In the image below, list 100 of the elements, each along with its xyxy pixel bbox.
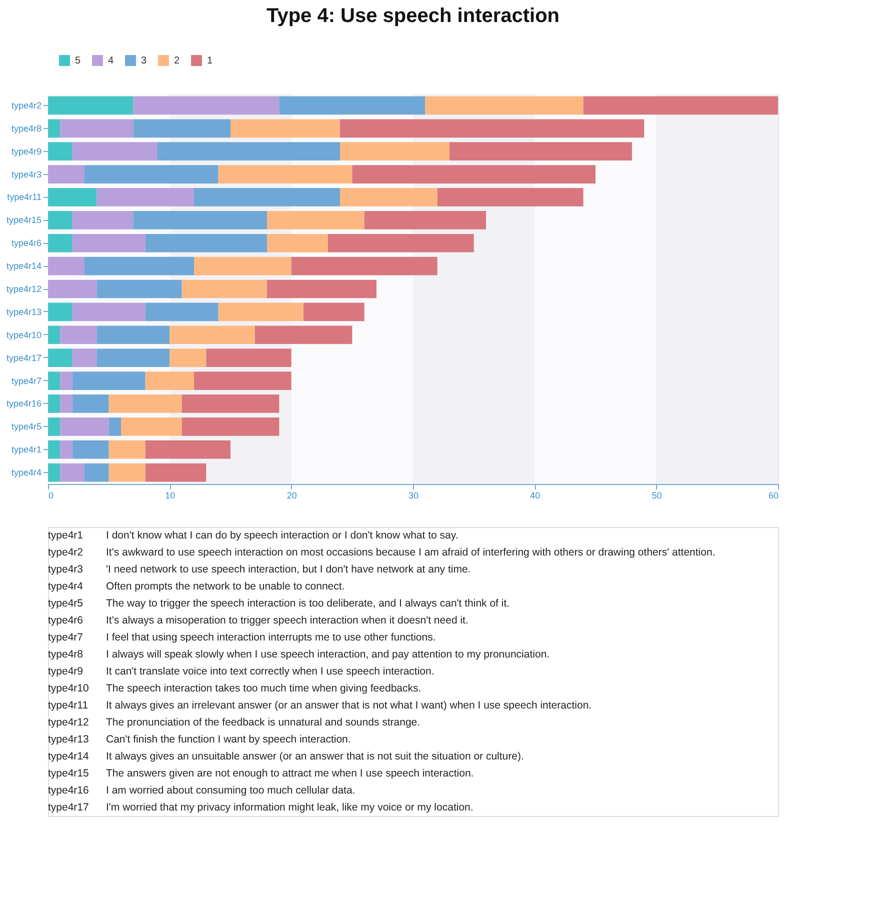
bar [48,394,60,413]
text: type4r13 Can't finish the function I want by speech interaction. [48,734,351,746]
bar [48,96,134,115]
x-tick-label: 50 [652,490,662,500]
bar [60,417,109,436]
y-tick-label: type4r7 [11,376,42,386]
bar [48,165,84,184]
bar [72,348,97,367]
bar [352,165,596,184]
bar [84,165,218,184]
x-tick-label: 30 [408,490,419,500]
y-tick-label: type4r12 [6,284,42,294]
text: type4r7 I feel that using speech interaction interrupts me to use other functions. [48,632,436,644]
y-tick-label: type4r13 [6,306,42,317]
bar [230,119,340,138]
bar [425,96,584,115]
text: type4r1 I don't know what I can do by speech interaction or I don't know what to say. [48,530,458,542]
bar [267,211,364,230]
bar [170,348,206,367]
bar [194,188,340,206]
bar [84,463,109,482]
y-tick-label: type4r17 [6,352,42,363]
y-tick-label: type4r9 [11,146,42,156]
legend-label: 2 [174,56,180,67]
bar [60,463,84,482]
bar [48,280,97,298]
bar [328,234,474,252]
y-tick-label: type4r10 [6,330,42,340]
bar [48,463,60,482]
bar [72,234,146,252]
bar [583,96,778,115]
bar [60,440,72,459]
bar [96,348,170,367]
text: type4r14 It always gives an unsuitable answer (or an answer that is not suit the situation or culture). [48,750,524,762]
bar [48,440,60,459]
y-tick-label: type4r1 [11,444,42,455]
bar [72,394,109,413]
text: type4r8 I always will speak slowly when I use speech interaction, and pay attention to my pronunciation. [48,648,550,660]
text: type4r12 The pronunciation of the feedback is unnatural and sounds strange. [48,716,420,728]
bar [194,256,292,276]
bar [60,394,72,413]
bar [72,302,146,322]
bar [133,96,280,115]
bar [267,234,328,252]
bar [48,234,72,252]
y-tick-label: type4r14 [6,261,42,272]
bar [48,119,60,138]
bar [48,326,60,344]
x-tick-label: 20 [286,490,297,500]
text: type4r3 'I need network to use speech interaction, but I don't have network at any time. [48,564,471,576]
bar [437,188,584,206]
y-tick-label: type4r15 [6,215,42,226]
text: type4r5 The way to trigger the speech interaction is too deliberate, and I always can't think of it. [48,598,510,610]
bar [48,372,60,390]
bar [96,188,194,206]
bar [340,119,644,138]
y-tick-label: type4r16 [6,398,42,409]
y-tick-label: type4r11 [7,192,42,202]
y-tick-label: type4r8 [11,123,42,134]
bar [108,463,146,482]
x-tick-label: 10 [165,490,176,500]
x-tick-label: 40 [530,490,540,500]
bar [84,256,194,276]
x-tick-label: 0 [48,490,54,500]
bar [254,326,352,344]
bar [48,302,72,322]
bar [158,142,340,161]
bar [48,188,97,206]
legend-label: 5 [75,56,81,67]
text: type4r11 It always gives an irrelevant answer (or an answer that is not what I want) when I use speech interaction. [48,700,592,712]
bar [108,440,146,459]
text: type4r2 It's awkward to use speech interaction on most occasions because I am afraid of interfering with others or drawing others' attention. [48,546,716,558]
bar [96,326,170,344]
y-tick-label: type4r3 [11,169,42,180]
bar [194,372,292,390]
bar [218,165,352,184]
x-tick-label: 60 [768,490,778,500]
bar [182,280,267,298]
text: type4r17 I'm worried that my privacy information might leak, like my voice or my location. [48,802,474,814]
text: type4r4 Often prompts the network to be unable to connect. [48,580,345,592]
bar [108,417,121,436]
bar [145,372,194,390]
bar [121,417,182,436]
bar [450,142,632,161]
bar [182,394,280,413]
bar [48,142,72,161]
bar [48,348,72,367]
y-tick-label: type4r2 [11,100,42,110]
bar [364,211,486,230]
bar [60,326,97,344]
bar [218,302,304,322]
bar [133,211,267,230]
bar [182,417,280,436]
text: type4r6 It's always a misoperation to trigger speech interaction when it doesn't need it. [48,614,468,626]
bar [72,440,109,459]
bar [145,302,218,322]
bar [304,302,364,322]
bar [60,119,134,138]
y-tick-label: type4r6 [11,238,42,248]
bar [145,440,230,459]
